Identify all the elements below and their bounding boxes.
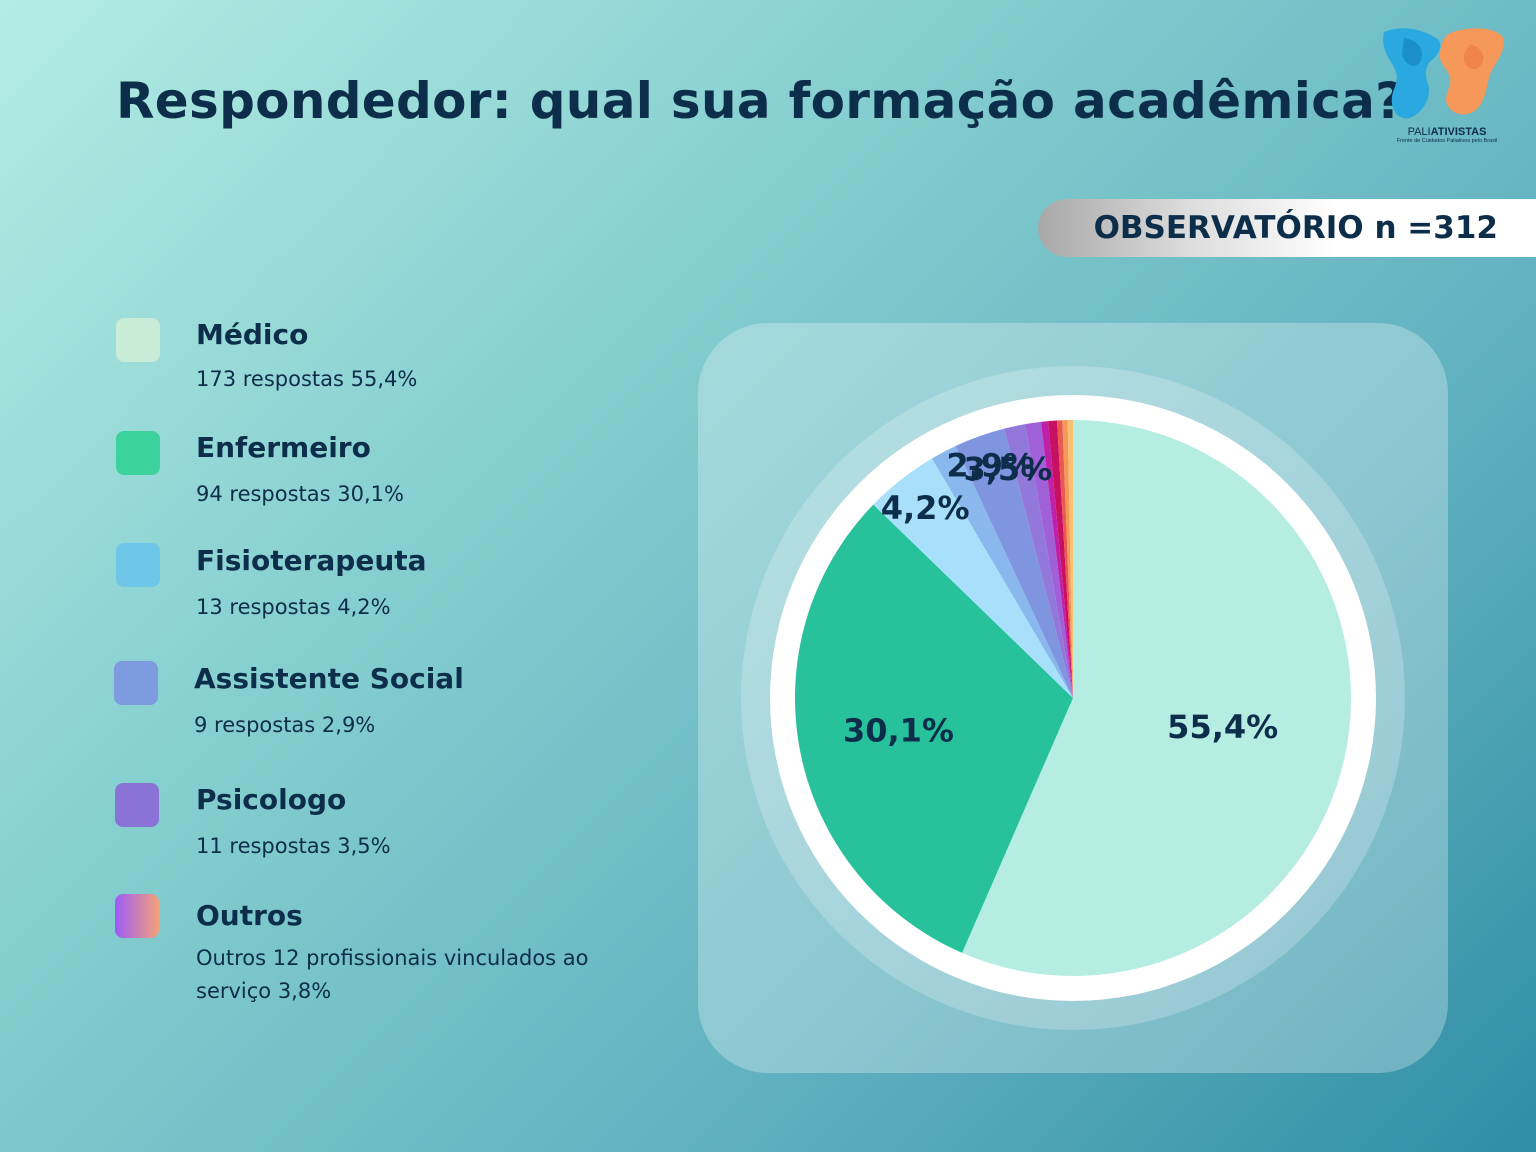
pie-slice [873, 458, 1073, 698]
pie-slice [1067, 420, 1073, 698]
pie-data-label: 2,9% [946, 447, 1035, 485]
logo-map-icon [1383, 28, 1504, 119]
pie-data-label: 3,5% [963, 450, 1052, 488]
legend-swatch [115, 783, 159, 827]
pie-slice [1056, 420, 1073, 698]
legend-name: Psicologo [196, 783, 347, 816]
legend-desc: 94 respostas 30,1% [196, 482, 404, 506]
pie-data-label: 30,1% [843, 712, 954, 750]
pie-chart: 55,4% 30,1% 4,2% 2,9%3,5% [741, 366, 1405, 1030]
page-title: Respondedor: qual sua formação acadêmica… [116, 72, 1405, 130]
legend-name: Assistente Social [194, 662, 464, 695]
legend-desc: Outros 12 profissionais vinculados ao se… [196, 946, 589, 1003]
pie-slice [1048, 420, 1073, 698]
pie-slice [931, 446, 1073, 698]
pie-slice [1062, 420, 1073, 698]
pie-slice [962, 420, 1351, 976]
sample-size-badge: OBSERVATÓRIO n =312 [1038, 199, 1536, 257]
pie-slice [1004, 424, 1073, 698]
legend-desc: 173 respostas 55,4% [196, 367, 418, 391]
legend-desc: 13 respostas 4,2% [196, 595, 391, 619]
legend-swatch [115, 894, 159, 938]
logo-subtitle: Frente de Cuidados Paliativos pelo Brasi… [1396, 138, 1498, 144]
logo-wordmark: PALIATIVISTAS [1407, 126, 1487, 138]
legend-desc: 9 respostas 2,9% [194, 713, 376, 737]
legend-swatch [116, 543, 160, 587]
pie-slice [794, 504, 1073, 953]
legend-name: Enfermeiro [196, 431, 371, 464]
legend-swatch [116, 431, 160, 475]
legend-swatch [116, 318, 160, 362]
pie-slice [1025, 421, 1073, 698]
pie-data-label: 55,4% [1167, 708, 1278, 746]
legend-name: Outros [196, 899, 303, 932]
pie-slice [955, 428, 1073, 698]
pie-slice [1040, 421, 1073, 698]
legend-name: Médico [196, 318, 309, 351]
pie-data-label: 4,2% [881, 489, 970, 527]
legend-name: Fisioterapeuta [196, 544, 427, 577]
legend-desc: 11 respostas 3,5% [196, 834, 391, 858]
legend-swatch [114, 661, 158, 705]
